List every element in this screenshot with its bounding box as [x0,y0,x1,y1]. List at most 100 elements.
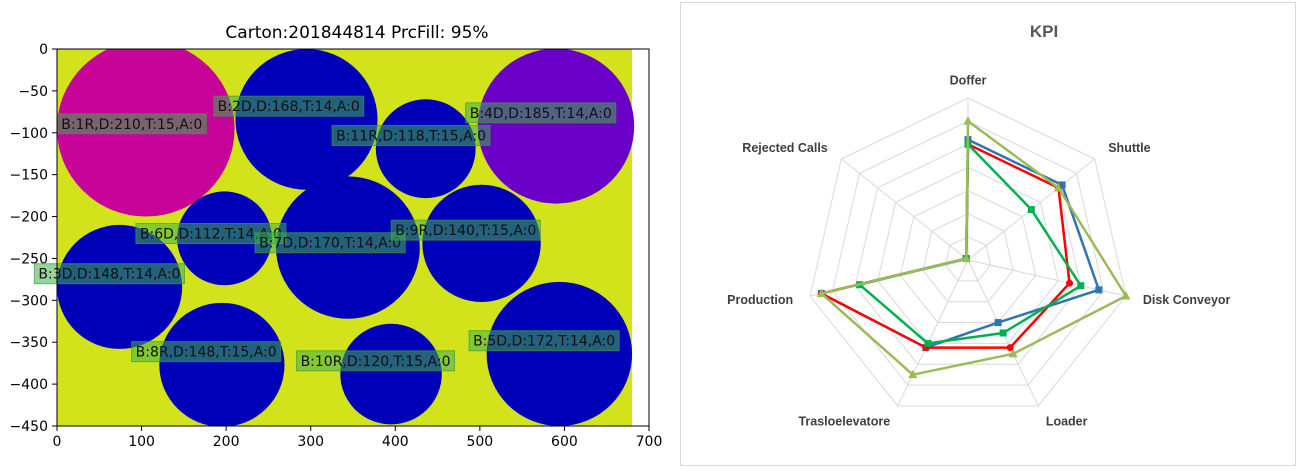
box-label-text: B:4D,D:185,T:14,A:0 [470,106,612,122]
box-label: B:11R,D:118,T:15,A:0 [331,124,491,146]
box-circle [422,184,541,303]
box-circle [477,49,635,204]
radar-axis-label: Loader [1046,415,1088,429]
box-label: B:3D,D:148,T:14,A:0 [33,263,185,285]
box-label-text: B:11R,D:118,T:15,A:0 [336,128,486,144]
radar-point [961,253,971,263]
box-label: B:6D,D:112,T:14,A:0 [135,223,287,244]
box-label: B:8R,D:148,T:15,A:0 [131,341,282,363]
radar-axis-label: Production [727,293,793,307]
radar-point [908,369,918,379]
box-label-text: B:8R,D:148,T:15,A:0 [136,345,277,361]
plot-frame [56,48,650,427]
radar-series-line [820,143,1071,349]
radar-axis-label: Disk Conveyor [1143,293,1231,307]
radar-point [924,339,932,347]
kpi-chart-title: KPI [1030,22,1058,41]
box-circle [375,99,476,199]
box-label-text: B:6D,D:112,T:14,A:0 [140,227,282,243]
box-circle [57,224,183,349]
box-label: B:5D,D:172,T:14,A:0 [468,330,620,352]
x-tick-label: 500 [466,434,493,450]
radar-point [1066,279,1074,287]
radar-series-line [858,143,1083,345]
x-tick-label: 400 [382,434,409,450]
radar-ring [877,166,1059,344]
box-label-text: B:9R,D:140,T:15,A:0 [395,223,536,239]
radar-point [1058,181,1066,189]
radar-ring [944,236,992,282]
x-ticks: 0 100 200 300 400 500 600 700 [53,426,662,450]
radar-point [816,288,826,297]
y-tick-label: −100 [10,126,48,142]
radar-ring [809,97,1127,407]
box-label: B:4D,D:185,T:14,A:0 [465,102,617,124]
y-tick-label: −300 [10,293,48,309]
box-label: B:1R,D:210,T:15,A:0 [56,113,207,135]
y-tick-label: −50 [18,84,48,100]
box-circle [486,281,633,426]
box-label-text: B:2D,D:168,T:14,A:0 [218,99,360,115]
box-label-background [131,341,282,363]
radar-axis-label: Shuttle [1108,141,1150,155]
radar-spoke [897,259,969,407]
radar-point [963,116,973,125]
radar-point [994,319,1002,327]
y-tick-label: −200 [10,210,48,226]
y-tick-label: −150 [10,168,48,184]
x-tick-label: 600 [551,434,578,450]
box-label-background [254,232,406,254]
radar-series-line [820,119,1128,376]
box-label-background [465,102,617,124]
packing-chart-title: Carton:201844814 PrcFill: 95% [225,23,488,43]
box-label-text: B:1R,D:210,T:15,A:0 [61,117,202,133]
x-tick-label: 200 [213,434,240,450]
y-tick-label: −350 [10,335,48,351]
y-ticks: 0−50−100−150−200−250−300−350−400−450 [10,42,57,435]
radar-series [816,116,1131,379]
radar-point [1121,291,1131,300]
x-tick-label: 300 [297,434,324,450]
packing-chart: Carton:201844814 PrcFill: 95% 0 100 200 300… [10,23,663,450]
box-circle [235,49,378,190]
box-label-text: B:5D,D:172,T:14,A:0 [473,334,615,350]
radar-axis-label: Doffer [950,74,987,88]
radar-point [1095,286,1103,294]
kpi-chart-panel: KPI Doffer Shuttle Disk Conveyor Loader Tras… [680,2,1296,466]
radar-point [1053,182,1063,192]
box-label: B:7D,D:170,T:14,A:0 [254,232,406,254]
box-label-background [213,95,365,117]
radar-point [1027,205,1035,213]
radar-point [1077,282,1085,290]
box-label-background [468,330,620,352]
radar-point [1008,348,1018,358]
box-label: B:9R,D:140,T:15,A:0 [390,219,541,241]
radar-series-3 [816,116,1131,379]
box-label: B:10R,D:120,T:15,A:0 [296,350,456,372]
radar-point [1006,344,1014,352]
radar-axis-label: Trasloelevatore [798,415,890,429]
radar-axis-labels: Doffer Shuttle Disk Conveyor Loader Trasloel… [727,74,1230,429]
kpi-radar-chart: KPI Doffer Shuttle Disk Conveyor Loader Tras… [727,22,1230,429]
y-tick-label: −400 [10,377,48,393]
radar-spoke [841,158,969,261]
box-label-text: B:7D,D:170,T:14,A:0 [259,236,401,252]
box-label-background [296,350,456,372]
radar-ring [899,190,1037,324]
box-circle [159,302,285,426]
box-label-text: B:3D,D:148,T:14,A:0 [38,267,180,283]
box-label: B:2D,D:168,T:14,A:0 [213,95,365,117]
y-tick-label: −450 [10,419,48,435]
radar-series-0 [817,136,1103,352]
radar-grid [809,97,1127,407]
x-tick-label: 100 [128,434,155,450]
radar-point [999,329,1007,337]
box-circle [340,323,442,425]
box-label-background [33,263,185,285]
radar-ring [922,213,1014,303]
x-tick-label: 0 [53,434,62,450]
radar-axis-label: Rejected Calls [742,141,828,155]
box-label-text: B:10R,D:120,T:15,A:0 [301,354,451,370]
radar-ring [832,120,1104,386]
box-label-background [390,219,541,241]
